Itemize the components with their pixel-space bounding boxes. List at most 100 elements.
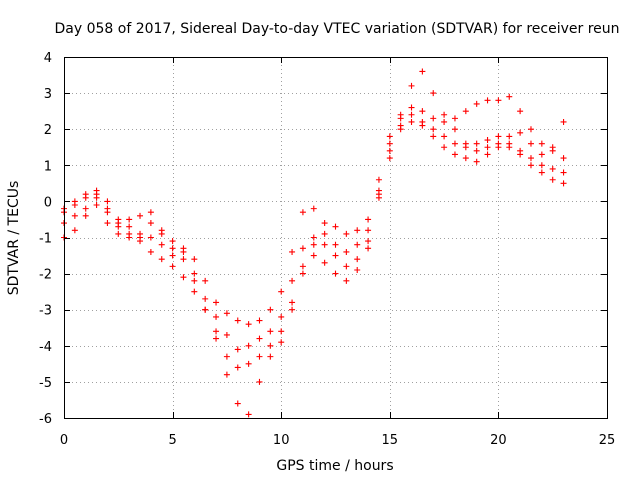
data-point (343, 263, 350, 270)
data-point (289, 277, 296, 284)
data-point (223, 331, 230, 338)
data-point (202, 277, 209, 284)
data-point (267, 306, 274, 313)
x-tick-label: 10 (273, 433, 290, 448)
data-point (441, 133, 448, 140)
y-tick-label: 4 (44, 51, 52, 66)
data-point (169, 245, 176, 252)
data-point (451, 151, 458, 158)
data-point (430, 126, 437, 133)
data-point (191, 256, 198, 263)
data-point (104, 220, 111, 227)
data-point (299, 263, 306, 270)
data-point (527, 155, 534, 162)
data-point (527, 140, 534, 147)
data-point (430, 90, 437, 97)
data-point (169, 252, 176, 259)
data-point (538, 140, 545, 147)
data-point (549, 176, 556, 183)
data-point (517, 151, 524, 158)
data-point (180, 248, 187, 255)
data-point (451, 126, 458, 133)
data-point (538, 151, 545, 158)
data-point (299, 270, 306, 277)
data-point (365, 216, 372, 223)
series-track-c (61, 68, 567, 371)
data-point (343, 248, 350, 255)
x-axis-label: GPS time / hours (276, 458, 393, 474)
data-point (158, 256, 165, 263)
data-point (289, 248, 296, 255)
data-point (343, 230, 350, 237)
data-point (137, 212, 144, 219)
y-tick-label: -1 (39, 232, 52, 247)
y-tick-label: 3 (44, 87, 52, 102)
data-point (560, 169, 567, 176)
data-point (213, 313, 220, 320)
data-point (126, 234, 133, 241)
data-point (234, 346, 241, 353)
x-tick-label: 20 (490, 433, 507, 448)
data-point (375, 176, 382, 183)
data-point (169, 238, 176, 245)
data-point (473, 100, 480, 107)
data-point (484, 137, 491, 144)
data-point (495, 144, 502, 151)
data-point (256, 317, 263, 324)
data-point (321, 259, 328, 266)
data-point (473, 140, 480, 147)
data-point (267, 328, 274, 335)
data-point (213, 299, 220, 306)
data-point (375, 191, 382, 198)
data-point (202, 306, 209, 313)
data-point (549, 165, 556, 172)
data-point (104, 205, 111, 212)
data-point (473, 147, 480, 154)
data-point (310, 234, 317, 241)
data-point (289, 306, 296, 313)
data-point (538, 162, 545, 169)
data-point (397, 126, 404, 133)
data-point (213, 335, 220, 342)
data-point (332, 270, 339, 277)
data-point (451, 140, 458, 147)
data-point (560, 155, 567, 162)
data-point (527, 126, 534, 133)
data-point (462, 155, 469, 162)
x-tick-label: 25 (599, 433, 616, 448)
data-point (245, 321, 252, 328)
data-point (538, 169, 545, 176)
y-tick-label: 1 (44, 159, 52, 174)
y-tick-label: 0 (44, 195, 52, 210)
data-point (549, 144, 556, 151)
data-point (169, 263, 176, 270)
x-tick-label: 5 (168, 433, 176, 448)
data-point (256, 353, 263, 360)
axis-ticks: 0 5 10 15 20 25 -6 -5 -4 -3 -2 -1 0 1 2 3 4 (39, 51, 615, 448)
data-point (278, 288, 285, 295)
y-tick-label: -5 (39, 376, 52, 391)
data-point (310, 241, 317, 248)
data-point (299, 209, 306, 216)
data-point (517, 108, 524, 115)
data-point (332, 252, 339, 259)
data-point (71, 198, 78, 205)
data-point (321, 220, 328, 227)
data-marks (61, 68, 567, 418)
data-point (289, 299, 296, 306)
data-point (82, 212, 89, 219)
data-point (223, 310, 230, 317)
data-point (278, 328, 285, 335)
data-point (441, 144, 448, 151)
data-point (202, 295, 209, 302)
data-point (137, 238, 144, 245)
data-point (223, 353, 230, 360)
data-point (386, 155, 393, 162)
data-point (147, 248, 154, 255)
data-point (71, 227, 78, 234)
data-point (430, 133, 437, 140)
data-point (191, 270, 198, 277)
x-tick-label: 15 (382, 433, 399, 448)
data-point (104, 198, 111, 205)
data-point (441, 118, 448, 125)
